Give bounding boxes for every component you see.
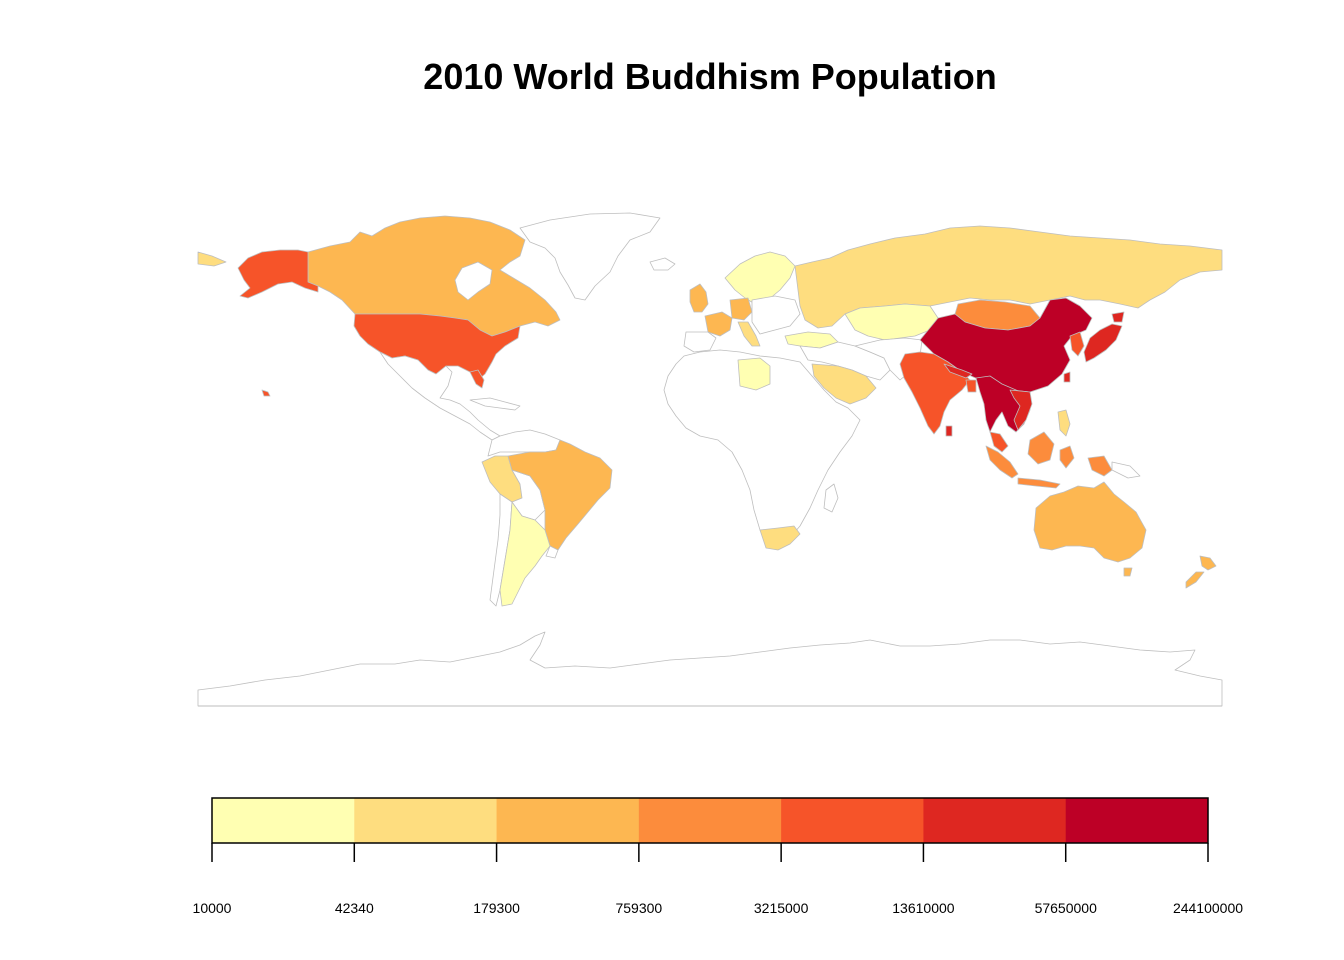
caribbean (469, 397, 521, 411)
bangladesh (965, 379, 977, 393)
japan (1083, 323, 1123, 363)
south-africa (759, 525, 801, 551)
australia (1033, 481, 1147, 563)
florida (469, 369, 485, 389)
alaska (237, 249, 319, 299)
legend-bin-2 (354, 798, 498, 843)
uruguay (545, 545, 559, 559)
map-title: 2010 World Buddhism Population (423, 56, 997, 97)
malaysia (989, 431, 1009, 453)
taiwan (1063, 371, 1071, 383)
new-zealand (1185, 555, 1217, 589)
chukotka-sliver (197, 251, 227, 267)
hudson-bay (454, 261, 493, 301)
borneo (1027, 431, 1055, 465)
saudi-arabia (811, 363, 877, 405)
papua (1087, 455, 1113, 477)
legend-bin-1 (212, 798, 355, 843)
legend-bin-3 (496, 798, 640, 843)
legend-break-label: 759300 (615, 900, 662, 916)
legend-bin-4 (638, 798, 782, 843)
legend-frame (211, 797, 1209, 844)
iceland (649, 257, 676, 271)
argentina (499, 501, 551, 607)
papua-new-guinea (1111, 461, 1141, 479)
legend-break-label: 3215000 (754, 900, 809, 916)
korea (1069, 331, 1085, 357)
legend-bin-7 (1065, 798, 1209, 843)
hokkaido (1111, 311, 1125, 323)
sulawesi (1059, 445, 1075, 469)
greenland (519, 212, 661, 301)
nepal-bhutan (943, 363, 973, 379)
brazil (507, 439, 613, 551)
legend-break-label: 244100000 (1173, 900, 1243, 916)
legend-bin-6 (923, 798, 1067, 843)
united-kingdom (689, 283, 709, 313)
africa (663, 349, 861, 549)
legend: 10000 42340 179300 759300 3215000 13610000 576… (193, 797, 1243, 916)
legend-bin-5 (781, 798, 924, 843)
legend-break-label: 10000 (193, 900, 232, 916)
libya (737, 357, 771, 391)
legend-break-label: 13610000 (892, 900, 955, 916)
vietnam (1009, 389, 1033, 431)
italy (737, 321, 761, 347)
middle-east (799, 341, 891, 381)
legend-break-label: 57650000 (1035, 900, 1098, 916)
java (1017, 477, 1061, 489)
philippines (1057, 409, 1071, 437)
legend-break-label: 42340 (335, 900, 374, 916)
iberia (683, 331, 717, 353)
germany (729, 297, 753, 321)
madagascar (823, 483, 839, 513)
eastern-europe (751, 295, 801, 335)
hawaii (261, 389, 271, 397)
mexico (379, 351, 501, 441)
sumatra (985, 445, 1019, 479)
scandinavia (724, 251, 796, 305)
tasmania (1123, 567, 1133, 577)
legend-break-label: 179300 (473, 900, 520, 916)
antarctica (197, 631, 1223, 707)
sri-lanka (945, 425, 953, 437)
